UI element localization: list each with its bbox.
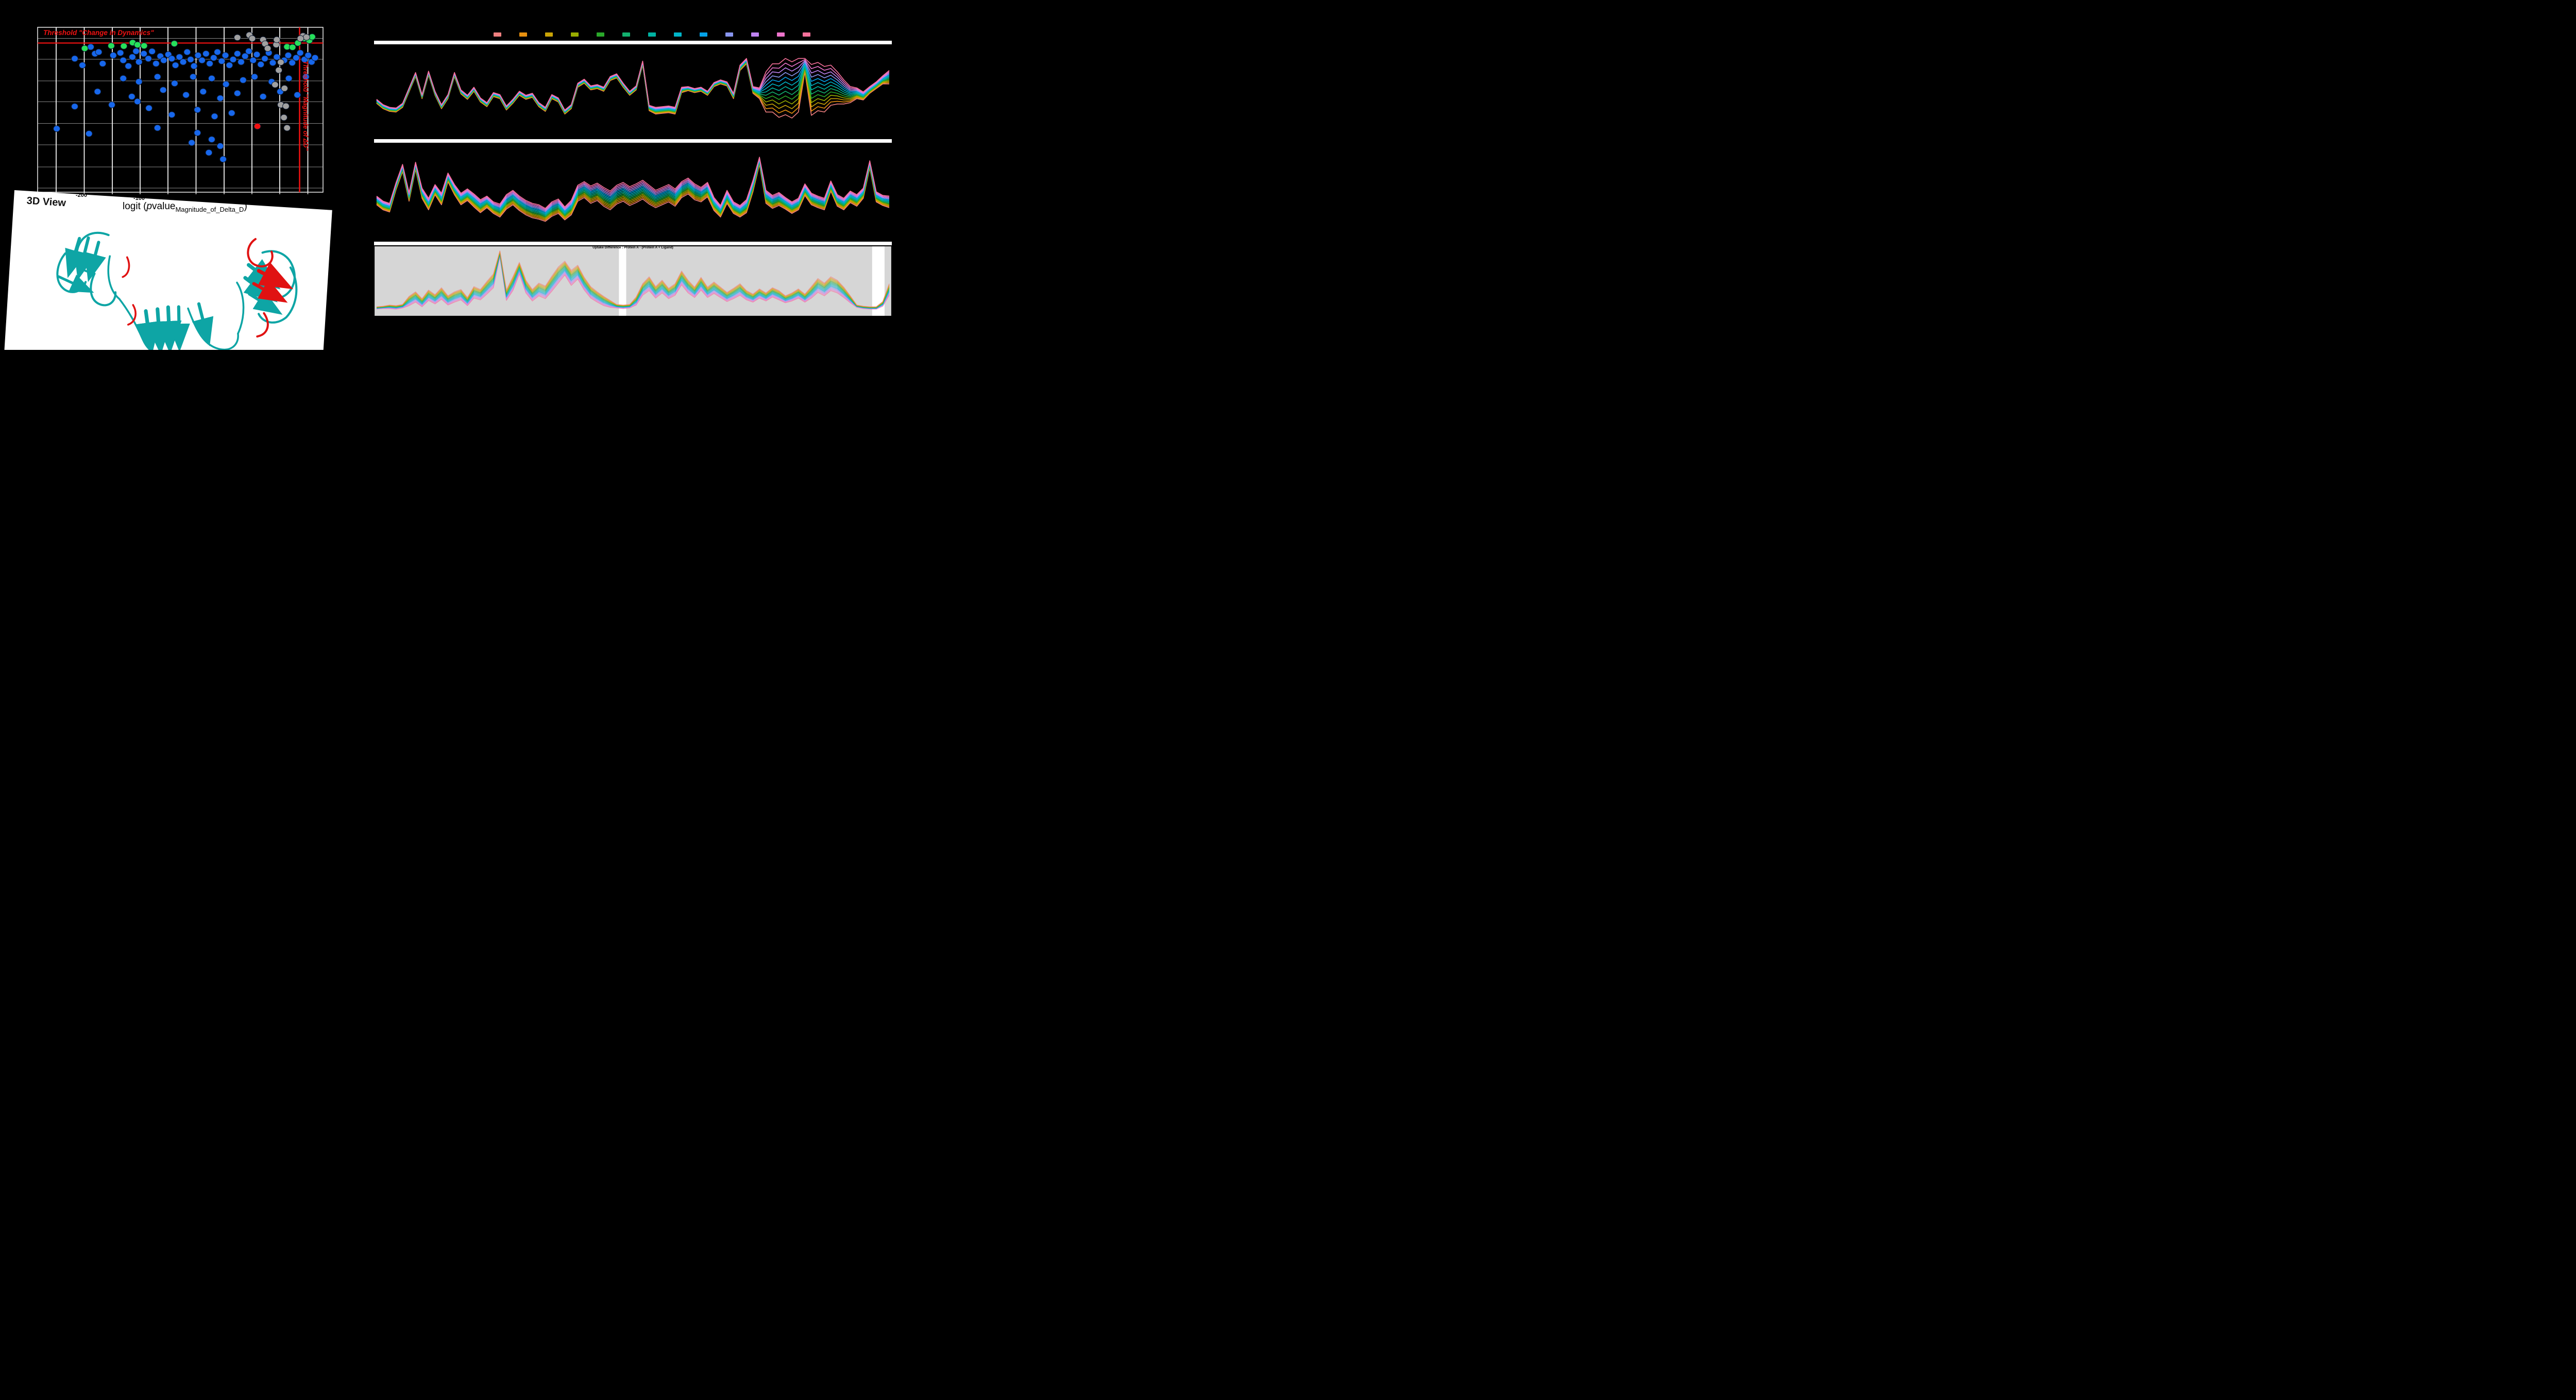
legend-swatch-4[interactable] (597, 32, 604, 37)
panel-title-protein-a: Protein A (374, 41, 892, 48)
panel-title-protein-a-ligand: Protein A + Ligand (374, 139, 892, 147)
scatter-x-tick--100: -100 (133, 195, 145, 201)
hdx-dashboard: Threshold "Change in Dynamics" Threshold… (0, 0, 913, 350)
volcano-scatter-plot[interactable] (0, 0, 361, 216)
legend-swatch-6[interactable] (648, 32, 656, 37)
legend-swatch-3[interactable] (571, 32, 579, 37)
scatter-x-axis-label: logit (pvalueMagnitude_of_Delta_D) (123, 201, 247, 213)
3d-view-card[interactable]: 3D View (3, 190, 332, 350)
legend-swatch-7[interactable] (674, 32, 682, 37)
panel-title-text: Protein A (625, 45, 640, 48)
legend-swatch-0[interactable] (494, 32, 501, 37)
panel-title-uptake-difference: Uptake Difference : Protein A - (Protein… (374, 242, 892, 249)
uptake-plot-protein-a[interactable] (374, 44, 892, 136)
legend-swatch-8[interactable] (700, 32, 707, 37)
uptake-plot-protein-a-ligand[interactable] (374, 144, 892, 239)
threshold-magnitude-label: Threshold "Magnitude of ΔD" (302, 61, 309, 151)
protein-ribbon-3d[interactable] (22, 220, 313, 350)
threshold-change-in-dynamics-label: Threshold "Change in Dynamics" (43, 29, 154, 37)
panel-title-text: Uptake Difference : Protein A - (Protein… (592, 246, 673, 249)
uptake-difference-plot[interactable] (374, 246, 892, 316)
legend-swatch-2[interactable] (545, 32, 553, 37)
3d-view-title: 3D View (26, 195, 66, 209)
legend-swatch-12[interactable] (803, 32, 810, 37)
legend-swatch-11[interactable] (777, 32, 785, 37)
scatter-x-tick--200: -200 (76, 192, 88, 198)
panel-title-text: Protein A + Ligand (618, 143, 648, 147)
legend-swatch-1[interactable] (519, 32, 527, 37)
legend-swatch-10[interactable] (751, 32, 759, 37)
legend-swatch-9[interactable] (725, 32, 733, 37)
legend-swatch-5[interactable] (622, 32, 630, 37)
